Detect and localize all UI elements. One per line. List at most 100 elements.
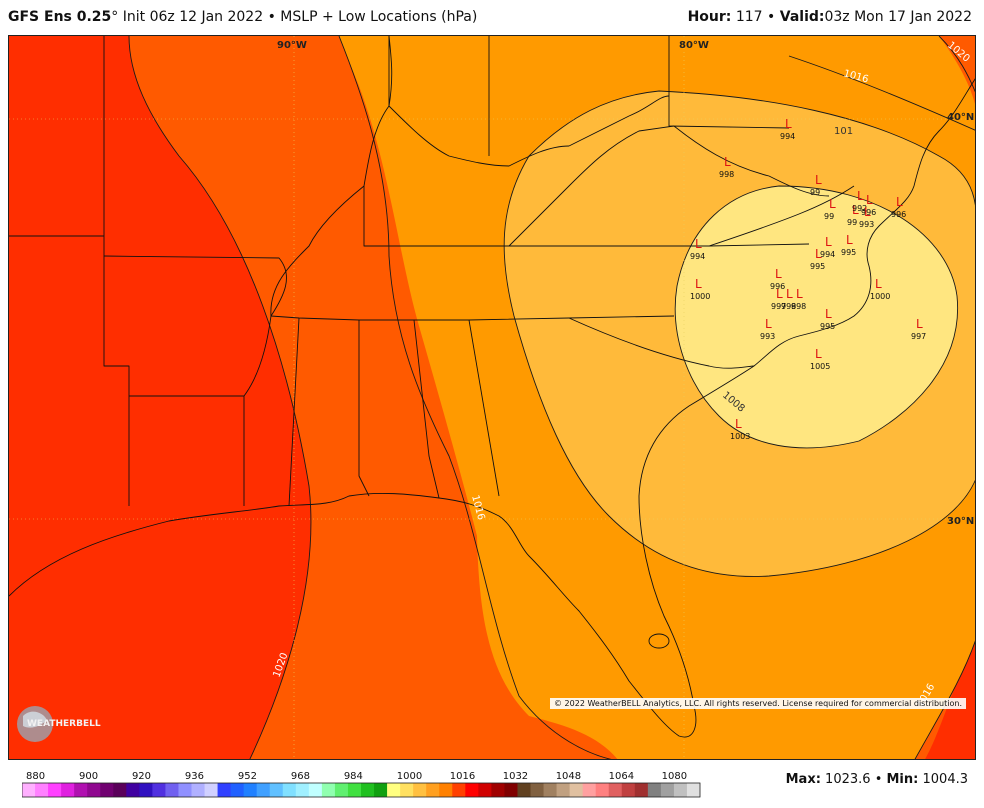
colorbar-swatch bbox=[230, 783, 245, 797]
colorbar-swatch bbox=[100, 783, 114, 797]
colorbar-swatch bbox=[556, 783, 571, 797]
low-pressure-value: 997 bbox=[771, 302, 786, 311]
borders bbox=[9, 36, 975, 738]
colorbar-swatch bbox=[87, 783, 101, 797]
pressure-colorbar: 880 900 920 936 952 968 984 1000 1016 1032 1048 106… bbox=[21, 767, 704, 804]
colorbar-tick-label: 1032 bbox=[503, 771, 528, 782]
low-marker-letter: L bbox=[786, 287, 793, 301]
max-min-stats: Max: 1023.6 • Min: 1004.3 bbox=[786, 772, 968, 787]
low-marker-letter: L bbox=[735, 417, 742, 431]
low-marker-letter: L bbox=[765, 317, 772, 331]
colorbar-swatch bbox=[634, 783, 649, 797]
min-value: 1004.3 bbox=[922, 772, 969, 787]
pressure-map[interactable]: 90°W 80°W 40°N 30°N 1020 1016 1008 1016 … bbox=[8, 35, 976, 760]
low-marker-letter: L bbox=[776, 287, 783, 301]
colorbar-swatch bbox=[413, 783, 427, 797]
low-pressure-value: 995 bbox=[841, 248, 856, 257]
isobar-lines bbox=[128, 36, 975, 759]
low-marker-letter: L bbox=[896, 195, 903, 209]
colorbar-swatch bbox=[347, 783, 362, 797]
colorbar-swatch bbox=[256, 783, 271, 797]
low-pressure-value: 1005 bbox=[810, 362, 830, 371]
colorbar-tick-label: 1080 bbox=[662, 771, 687, 782]
colorbar-tick-label: 952 bbox=[238, 771, 257, 782]
lake-okeechobee bbox=[648, 633, 670, 649]
colorbar-swatch bbox=[465, 783, 479, 797]
low-pressure-value: 995 bbox=[810, 262, 825, 271]
colorbar-tick-label: 1064 bbox=[609, 771, 634, 782]
colorbar-tick-label: 1016 bbox=[450, 771, 475, 782]
low-marker-letter: L bbox=[695, 277, 702, 291]
low-marker-letter: L bbox=[815, 173, 822, 187]
lon-label-90w: 90°W bbox=[277, 40, 307, 51]
low-marker-letter: L bbox=[724, 155, 731, 169]
low-marker-letter: L bbox=[825, 235, 832, 249]
hour-value: 117 bbox=[735, 9, 763, 25]
colorbar-swatch bbox=[647, 783, 662, 797]
colorbar-swatch bbox=[374, 783, 388, 797]
colorbar-swatch bbox=[673, 783, 688, 797]
low-marker-letter: L bbox=[857, 189, 864, 203]
low-pressure-value: 998 bbox=[781, 302, 796, 311]
colorbar-tick-label: 936 bbox=[185, 771, 204, 782]
lon-label-80w: 80°W bbox=[679, 40, 709, 51]
colorbar-swatch bbox=[569, 783, 584, 797]
low-pressure-value: 996 bbox=[891, 210, 906, 219]
colorbar-frame bbox=[21, 782, 701, 798]
low-marker-letter: L bbox=[829, 197, 836, 211]
colorbar-swatch bbox=[61, 783, 75, 797]
colorbar-swatch bbox=[191, 783, 206, 797]
graticule-labels: 90°W 80°W 40°N 30°N bbox=[277, 40, 974, 527]
colorbar-tick-label: 968 bbox=[291, 771, 310, 782]
colorbar-swatch bbox=[113, 783, 127, 797]
copyright-notice: © 2022 WeatherBELL Analytics, LLC. All r… bbox=[550, 698, 966, 709]
colorbar-tick-label: 1000 bbox=[397, 771, 422, 782]
colorbar-swatch bbox=[621, 783, 636, 797]
logo-text: WEATHERBELL bbox=[27, 719, 101, 729]
colorbar-swatch bbox=[126, 783, 140, 797]
colorbar-swatch bbox=[35, 783, 49, 797]
colorbar-swatch bbox=[660, 783, 675, 797]
init-time: Init 06z 12 Jan 2022 bbox=[122, 9, 264, 25]
degree-symbol: ° bbox=[111, 9, 119, 25]
low-marker-letter: L bbox=[825, 307, 832, 321]
colorbar-swatch bbox=[282, 783, 297, 797]
title-left: GFS Ens 0.25° Init 06z 12 Jan 2022 • MSL… bbox=[8, 0, 477, 34]
hour-label: Hour: bbox=[687, 9, 732, 25]
low-marker-letter: L bbox=[852, 203, 859, 217]
footer: 880 900 920 936 952 968 984 1000 1016 1032 1048 106… bbox=[0, 762, 984, 808]
bullet: • bbox=[874, 772, 883, 787]
colorbar-swatch bbox=[243, 783, 258, 797]
low-marker-letter: L bbox=[796, 287, 803, 301]
max-label: Max: bbox=[785, 772, 821, 787]
low-marker-letter: L bbox=[785, 117, 792, 131]
valid-label: Valid: bbox=[779, 9, 825, 25]
colorbar-tick-label: 920 bbox=[132, 771, 151, 782]
low-pressure-value: 998 bbox=[719, 170, 734, 179]
low-pressure-value: 1003 bbox=[730, 432, 750, 441]
title-bar: GFS Ens 0.25° Init 06z 12 Jan 2022 • MSL… bbox=[0, 0, 984, 34]
colorbar-swatch bbox=[530, 783, 545, 797]
colorbar-tick-label: 900 bbox=[79, 771, 98, 782]
low-pressure-value: 998 bbox=[791, 302, 806, 311]
bullet: • bbox=[767, 9, 776, 25]
low-marker-letter: L bbox=[875, 277, 882, 291]
low-pressure-value: 99 bbox=[810, 188, 820, 197]
max-value: 1023.6 bbox=[825, 772, 871, 787]
lat-label-40n: 40°N bbox=[947, 112, 974, 123]
colorbar-swatch bbox=[452, 783, 466, 797]
low-marker-letter: L bbox=[775, 267, 782, 281]
low-marker-letter: L bbox=[916, 317, 923, 331]
colorbar-swatch bbox=[426, 783, 440, 797]
bullet: • bbox=[267, 9, 276, 25]
low-pressure-value: 994 bbox=[690, 252, 705, 261]
colorbar-swatch bbox=[608, 783, 623, 797]
low-pressure-value: 994 bbox=[820, 250, 835, 259]
colorbar-swatch bbox=[439, 783, 453, 797]
colorbar-swatch bbox=[295, 783, 310, 797]
colorbar-swatch bbox=[178, 783, 192, 797]
fill-1008 bbox=[675, 186, 958, 448]
low-marker-letter: L bbox=[815, 247, 822, 261]
low-pressure-value: 993 bbox=[859, 220, 874, 229]
